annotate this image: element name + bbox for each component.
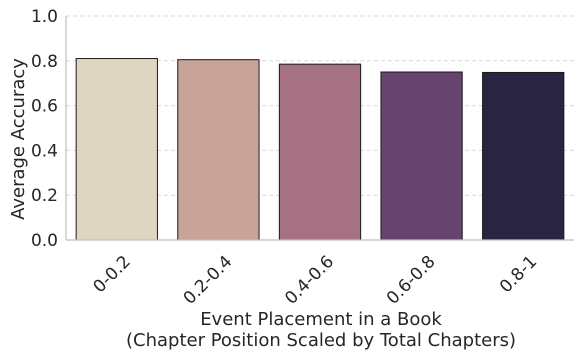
y-axis-label: Average Accuracy: [8, 58, 29, 220]
bar-0.4-0.6: [278, 63, 362, 241]
x-tick-label: 0.2-0.4: [180, 252, 237, 309]
y-tick-label: 0.6: [31, 97, 58, 117]
bar-0.8-1: [482, 71, 565, 241]
y-tick-label: 0.4: [31, 141, 58, 161]
y-tick-label: 0.8: [31, 52, 58, 72]
x-axis-label-line1: Event Placement in a Book: [200, 309, 442, 330]
x-tick-labels: 0-0.2 0.2-0.4 0.4-0.6 0.6-0.8 0.8-1: [90, 252, 542, 309]
bar-0.6-0.8: [380, 71, 463, 241]
bars: [75, 58, 565, 241]
x-tick-label: 0.4-0.6: [281, 252, 338, 309]
x-tick-label: 0.6-0.8: [383, 252, 440, 309]
bar-0-0.2: [75, 58, 158, 241]
y-tick-label: 0.0: [31, 231, 58, 251]
x-tick-label: 0.8-1: [496, 252, 541, 297]
x-axis-label-line2: (Chapter Position Scaled by Total Chapte…: [126, 330, 516, 351]
bar-0.2-0.4: [177, 59, 260, 241]
y-tick-labels: 0.0 0.2 0.4 0.6 0.8 1.0: [31, 7, 58, 251]
y-tick-label: 1.0: [31, 7, 58, 27]
x-tick-label: 0-0.2: [90, 252, 135, 297]
y-tick-label: 0.2: [31, 186, 58, 206]
axes: [65, 16, 574, 241]
